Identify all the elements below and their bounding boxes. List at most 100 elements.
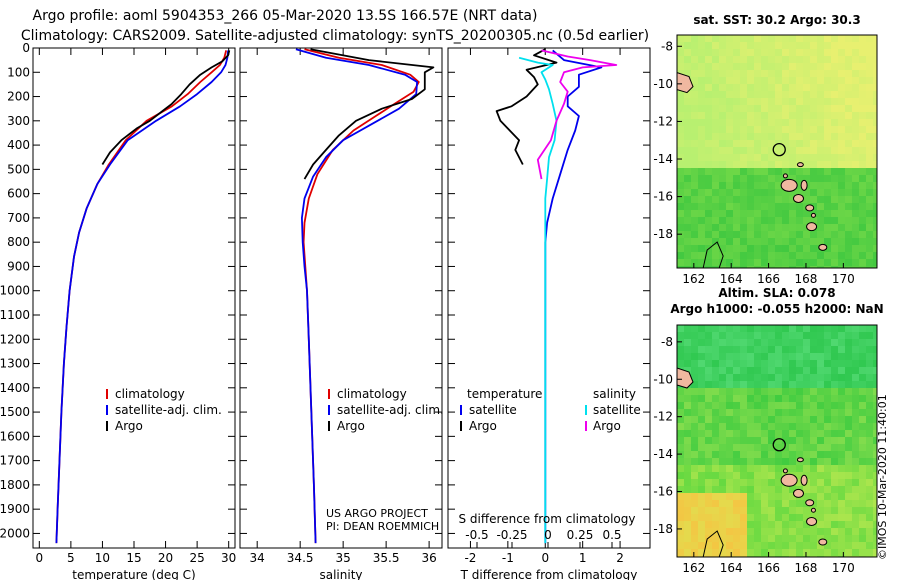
map-cell xyxy=(859,56,867,64)
map-cell xyxy=(873,500,877,508)
map-cell xyxy=(768,339,776,347)
map-cell xyxy=(775,479,783,487)
map-cell xyxy=(754,416,762,424)
map-cell xyxy=(859,423,867,431)
x-tick-label: 35 xyxy=(336,551,351,565)
map-cell xyxy=(782,374,790,382)
map-cell xyxy=(803,542,811,550)
map-cell xyxy=(754,542,762,550)
map-cell xyxy=(768,119,776,127)
map-cell xyxy=(873,161,877,169)
map-cell xyxy=(817,133,825,141)
map-cell xyxy=(824,332,832,340)
map-cell xyxy=(852,196,860,204)
map-cell xyxy=(761,409,769,417)
map-cell xyxy=(754,374,762,382)
map-cell xyxy=(698,528,706,536)
map-cell xyxy=(719,458,727,466)
map-cell xyxy=(845,528,853,536)
map-cell xyxy=(873,493,877,501)
map-cell xyxy=(726,479,734,487)
map-cell xyxy=(705,507,713,515)
map-cell xyxy=(817,217,825,225)
map-cell xyxy=(789,402,797,410)
map-cell xyxy=(817,56,825,64)
map-cell xyxy=(824,56,832,64)
map-cell xyxy=(859,472,867,480)
map-cell xyxy=(873,238,877,246)
map-cell xyxy=(684,360,692,368)
map-cell xyxy=(740,507,748,515)
map-cell xyxy=(691,332,699,340)
profile-panel-difference: -2 -1 0 1 2T difference from climatology xyxy=(447,47,651,580)
map-cell xyxy=(873,465,877,473)
map-cell xyxy=(824,231,832,239)
map-cell xyxy=(691,98,699,106)
map-cell xyxy=(705,388,713,396)
map-cell xyxy=(859,430,867,438)
map-cell xyxy=(803,42,811,50)
map-cell xyxy=(747,332,755,340)
map-cell xyxy=(831,217,839,225)
x-tick-label: 15 xyxy=(126,551,141,565)
map-cell xyxy=(873,217,877,225)
map-cell xyxy=(775,154,783,162)
map-cell xyxy=(838,35,846,43)
map-cell xyxy=(817,77,825,85)
map-cell xyxy=(719,154,727,162)
map-cell xyxy=(866,514,874,522)
map-cell xyxy=(873,360,877,368)
map-cell xyxy=(796,112,804,120)
map-cell xyxy=(698,339,706,347)
depth-tick-label: 1500 xyxy=(0,405,30,419)
map-cell xyxy=(684,140,692,148)
map-cell xyxy=(719,98,727,106)
map-cell xyxy=(754,521,762,529)
map-cell xyxy=(824,409,832,417)
map-cell xyxy=(873,84,877,92)
map-cell xyxy=(782,388,790,396)
map-cell xyxy=(677,514,685,522)
map-cell xyxy=(712,35,720,43)
map-cell xyxy=(810,479,818,487)
map-cell xyxy=(705,444,713,452)
map-cell xyxy=(838,238,846,246)
map-cell xyxy=(796,56,804,64)
map-cell xyxy=(831,374,839,382)
map-cell xyxy=(761,119,769,127)
map-cell xyxy=(831,266,839,268)
map-cell xyxy=(824,84,832,92)
map-cell xyxy=(810,332,818,340)
map-cell xyxy=(719,196,727,204)
map-cell xyxy=(775,203,783,211)
map-cell xyxy=(754,395,762,403)
map-cell xyxy=(789,451,797,459)
map-cell xyxy=(845,444,853,452)
map-cell xyxy=(761,325,769,333)
map-cell xyxy=(845,252,853,260)
map-cell xyxy=(719,189,727,197)
map-cell xyxy=(754,84,762,92)
sla_map-title: Altim. SLA: 0.078 xyxy=(718,286,835,300)
map-cell xyxy=(817,535,825,543)
map-cell xyxy=(838,245,846,253)
map-cell xyxy=(684,98,692,106)
map-cell xyxy=(698,507,706,515)
map-cell xyxy=(796,395,804,403)
map-cell xyxy=(761,203,769,211)
map-cell xyxy=(859,231,867,239)
map-cell xyxy=(859,196,867,204)
map-cell xyxy=(726,388,734,396)
map-cell xyxy=(733,423,741,431)
map-cell xyxy=(782,266,790,268)
map-cell xyxy=(726,252,734,260)
map-cell xyxy=(810,231,818,239)
map-cell xyxy=(866,259,874,267)
map-cell xyxy=(810,346,818,354)
map-cell xyxy=(698,140,706,148)
map-cell xyxy=(733,381,741,389)
map-cell xyxy=(873,42,877,50)
map-cell xyxy=(705,423,713,431)
map-cell xyxy=(712,56,720,64)
